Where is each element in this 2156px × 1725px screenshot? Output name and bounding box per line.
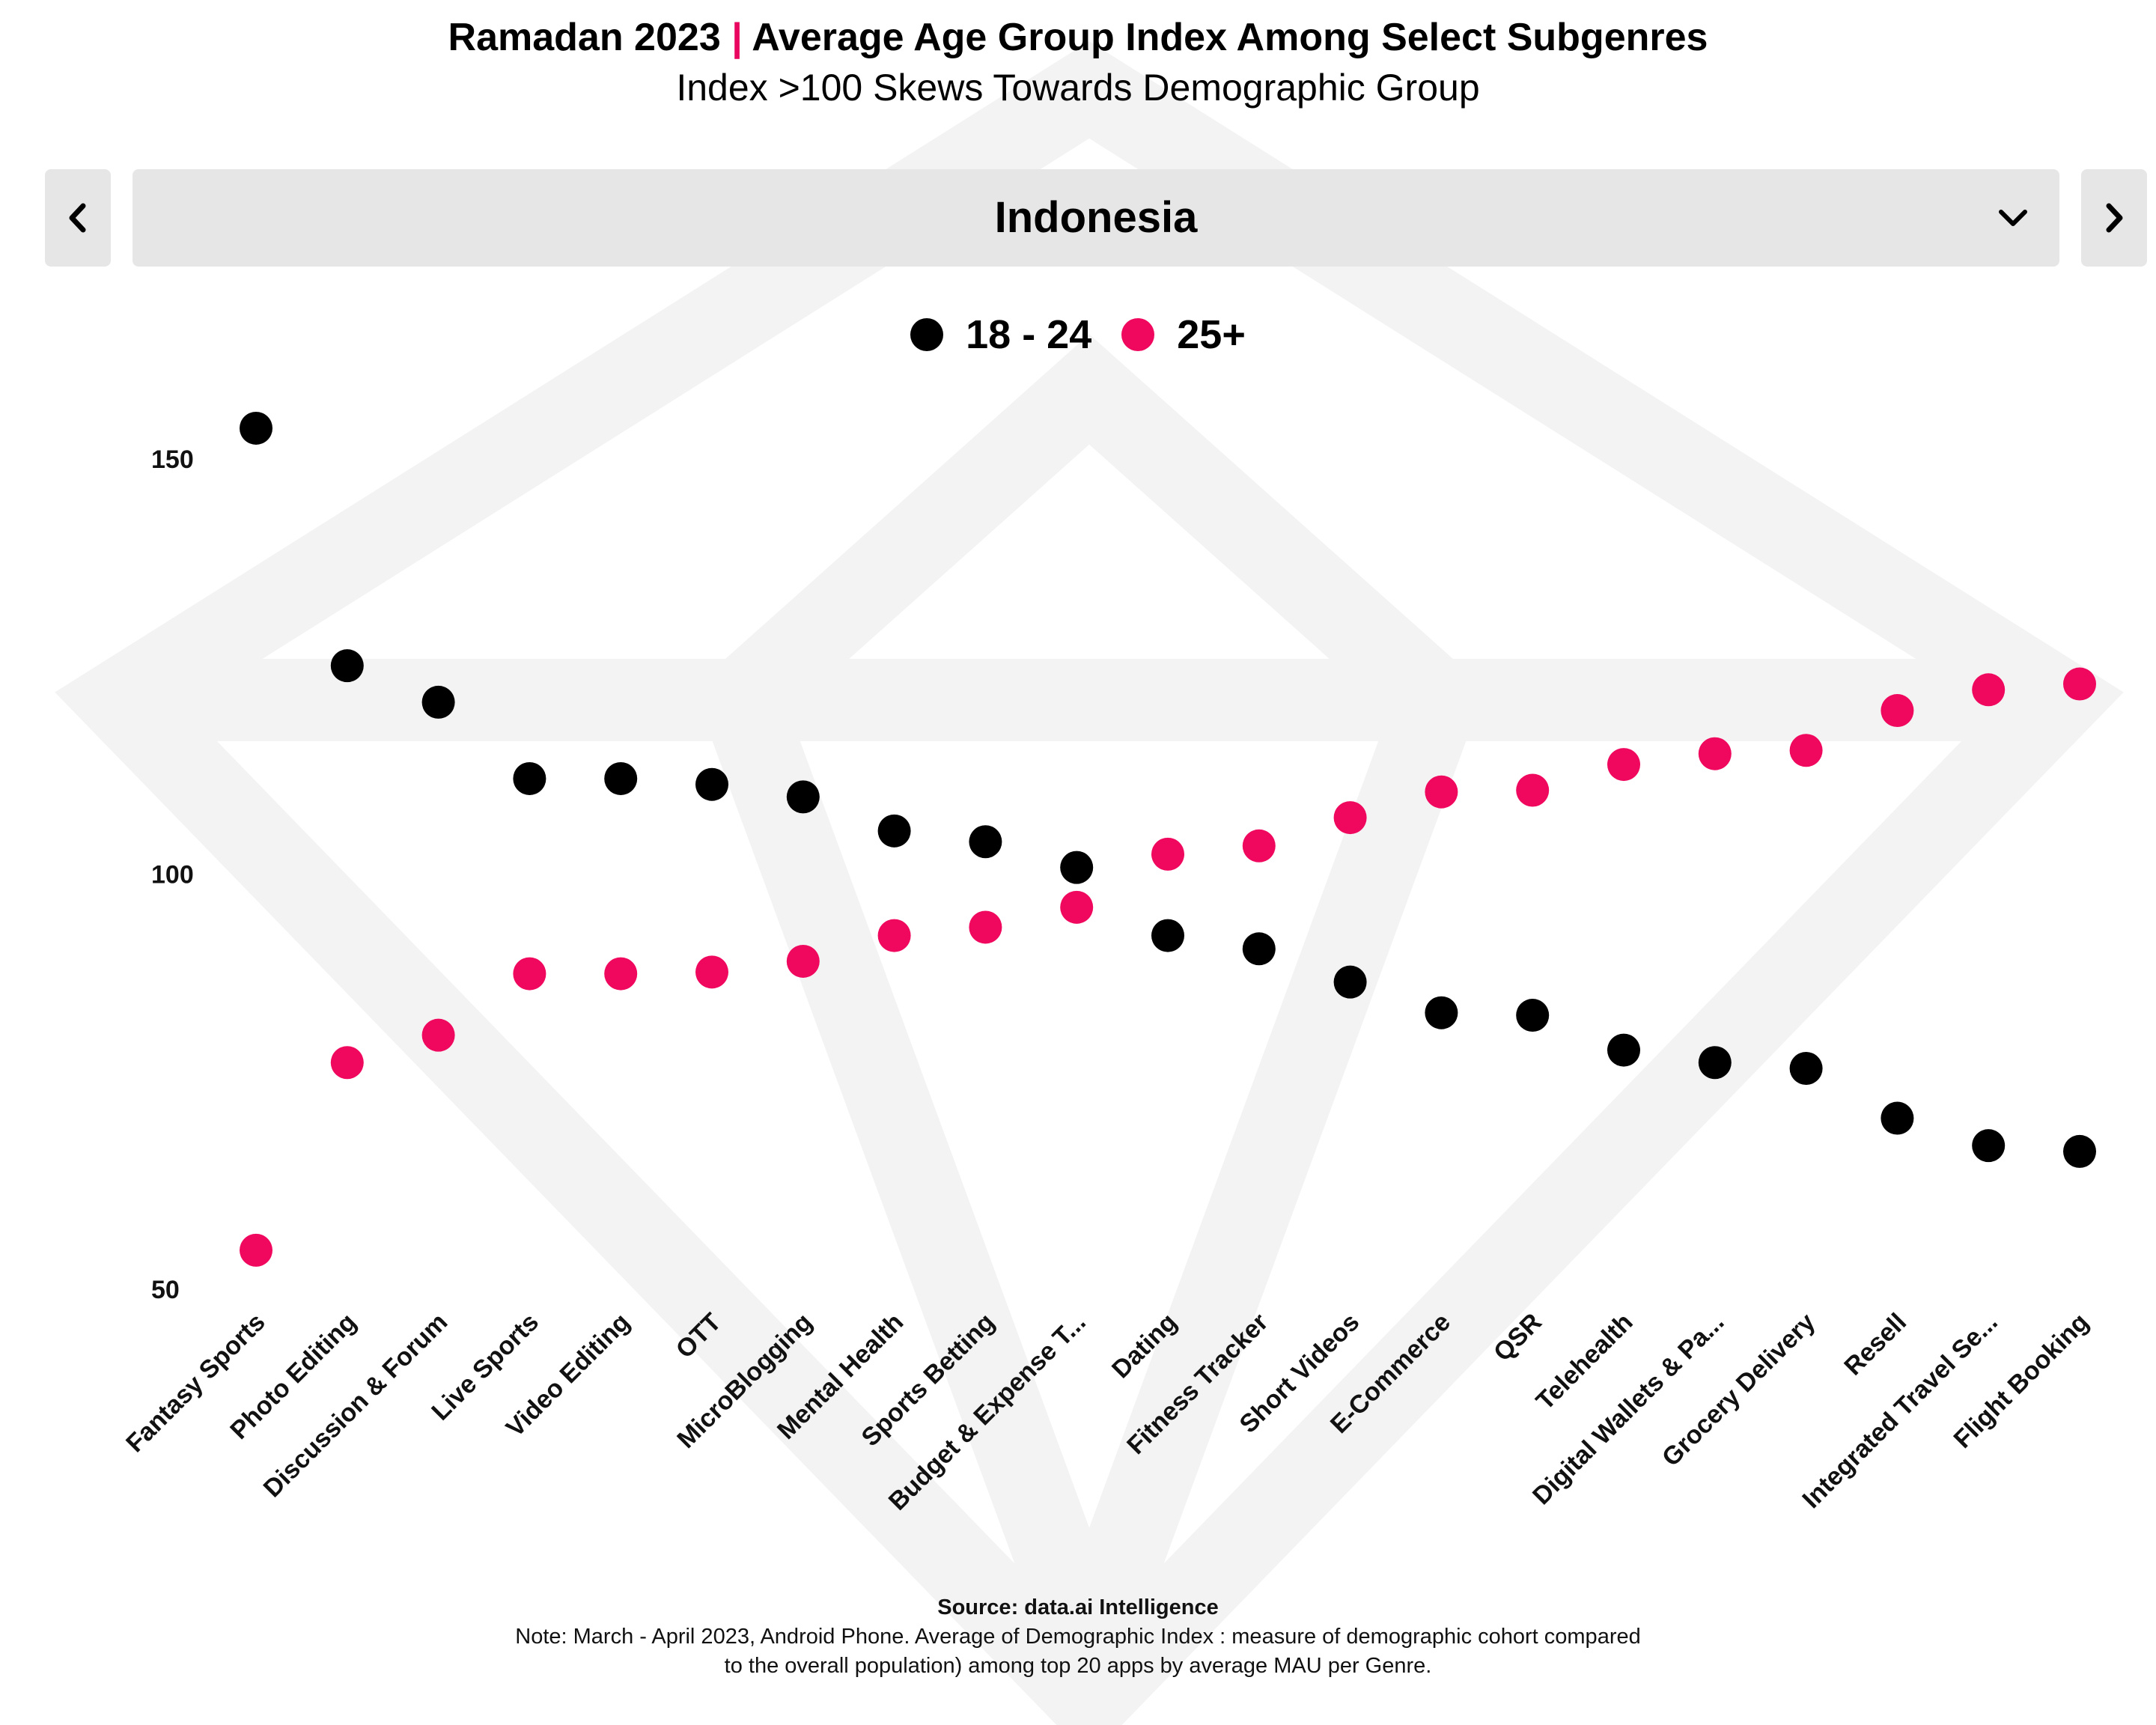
dot-18-24[interactable] xyxy=(1425,996,1458,1029)
dot-25-plus[interactable] xyxy=(1789,734,1823,767)
y-tick-label: 150 xyxy=(151,445,194,474)
dot-25-plus[interactable] xyxy=(513,957,546,991)
dot-18-24[interactable] xyxy=(1972,1129,2006,1163)
chart-footer: Source: data.ai Intelligence Note: March… xyxy=(0,1593,2156,1681)
dot-25-plus[interactable] xyxy=(1881,694,1914,728)
legend-item-18-24[interactable]: 18 - 24 xyxy=(910,311,1091,358)
dot-18-24[interactable] xyxy=(1698,1046,1732,1080)
chevron-down-icon xyxy=(1999,210,2027,226)
dot-18-24[interactable] xyxy=(330,649,364,683)
chart-legend: 18 - 24 25+ xyxy=(0,308,2156,361)
dot-25-plus[interactable] xyxy=(2063,667,2096,701)
dot-18-24[interactable] xyxy=(421,685,455,719)
title-year: Ramadan 2023 xyxy=(448,16,721,59)
x-tick-label: OTT xyxy=(671,1308,727,1364)
country-dropdown[interactable]: Indonesia xyxy=(133,169,2059,267)
previous-button[interactable] xyxy=(45,169,111,267)
dot-18-24[interactable] xyxy=(1151,919,1184,952)
legend-label-25-plus: 25+ xyxy=(1177,312,1246,357)
dot-25-plus[interactable] xyxy=(604,957,638,991)
title-main: Average Age Group Index Among Select Sub… xyxy=(752,16,1708,59)
dot-18-24[interactable] xyxy=(2063,1134,2096,1168)
x-tick-label: Dating xyxy=(1106,1308,1183,1384)
dot-18-24[interactable] xyxy=(513,761,546,795)
y-tick-label: 50 xyxy=(151,1276,180,1304)
dot-18-24[interactable] xyxy=(1607,1033,1640,1067)
dot-25-plus[interactable] xyxy=(1425,775,1458,809)
dot-18-24[interactable] xyxy=(695,767,728,801)
legend-item-25-plus[interactable]: 25+ xyxy=(1121,311,1246,358)
dot-25-plus[interactable] xyxy=(695,955,728,989)
selected-country: Indonesia xyxy=(994,193,1198,242)
source-text: Source: data.ai Intelligence xyxy=(937,1595,1219,1619)
chart-subtitle: Index >100 Skews Towards Demographic Gro… xyxy=(676,67,1480,109)
dot-25-plus[interactable] xyxy=(786,944,820,978)
dot-25-plus[interactable] xyxy=(421,1018,455,1052)
dot-25-plus[interactable] xyxy=(1698,737,1732,770)
legend-label-18-24: 18 - 24 xyxy=(966,312,1092,357)
note-text: Note: March - April 2023, Android Phone.… xyxy=(515,1625,1641,1678)
dot-18-24[interactable] xyxy=(1242,932,1276,966)
dot-18-24[interactable] xyxy=(786,780,820,814)
title-separator: | xyxy=(731,16,743,59)
dot-25-plus[interactable] xyxy=(1060,890,1094,924)
dot-25-plus[interactable] xyxy=(969,910,1002,944)
next-button[interactable] xyxy=(2081,169,2147,267)
dot-18-24[interactable] xyxy=(604,761,638,795)
dot-18-24[interactable] xyxy=(1516,999,1550,1032)
y-tick-label: 100 xyxy=(151,861,194,889)
dot-18-24[interactable] xyxy=(877,814,911,848)
x-tick-label: Grocery Delivery xyxy=(1657,1308,1821,1472)
legend-swatch-25-plus xyxy=(1121,318,1155,351)
dot-18-24[interactable] xyxy=(240,411,272,445)
dot-25-plus[interactable] xyxy=(1242,829,1276,862)
x-tick-label: Resell xyxy=(1839,1308,1912,1381)
x-tick-label: QSR xyxy=(1488,1308,1547,1367)
dot-25-plus[interactable] xyxy=(1516,773,1550,807)
dot-25-plus[interactable] xyxy=(1151,837,1184,871)
dot-25-plus[interactable] xyxy=(330,1046,364,1080)
data-points xyxy=(240,411,2096,1267)
chart-title: Ramadan 2023 | Average Age Group Index A… xyxy=(0,10,2156,64)
dot-18-24[interactable] xyxy=(1789,1052,1823,1086)
x-tick-label: Discussion & Forum xyxy=(258,1308,454,1503)
chevron-left-icon xyxy=(69,203,86,233)
legend-swatch-18-24 xyxy=(910,318,944,351)
dot-25-plus[interactable] xyxy=(877,919,911,952)
y-axis: 150 100 50 xyxy=(151,445,194,1304)
dot-25-plus[interactable] xyxy=(1333,801,1367,835)
dot-25-plus[interactable] xyxy=(1607,748,1640,782)
dot-25-plus[interactable] xyxy=(240,1233,272,1267)
dot-18-24[interactable] xyxy=(969,825,1002,859)
dot-18-24[interactable] xyxy=(1333,965,1367,999)
dot-18-24[interactable] xyxy=(1881,1101,1914,1135)
chevron-right-icon xyxy=(2106,203,2123,233)
dot-25-plus[interactable] xyxy=(1972,673,2006,707)
dot-18-24[interactable] xyxy=(1060,851,1094,884)
